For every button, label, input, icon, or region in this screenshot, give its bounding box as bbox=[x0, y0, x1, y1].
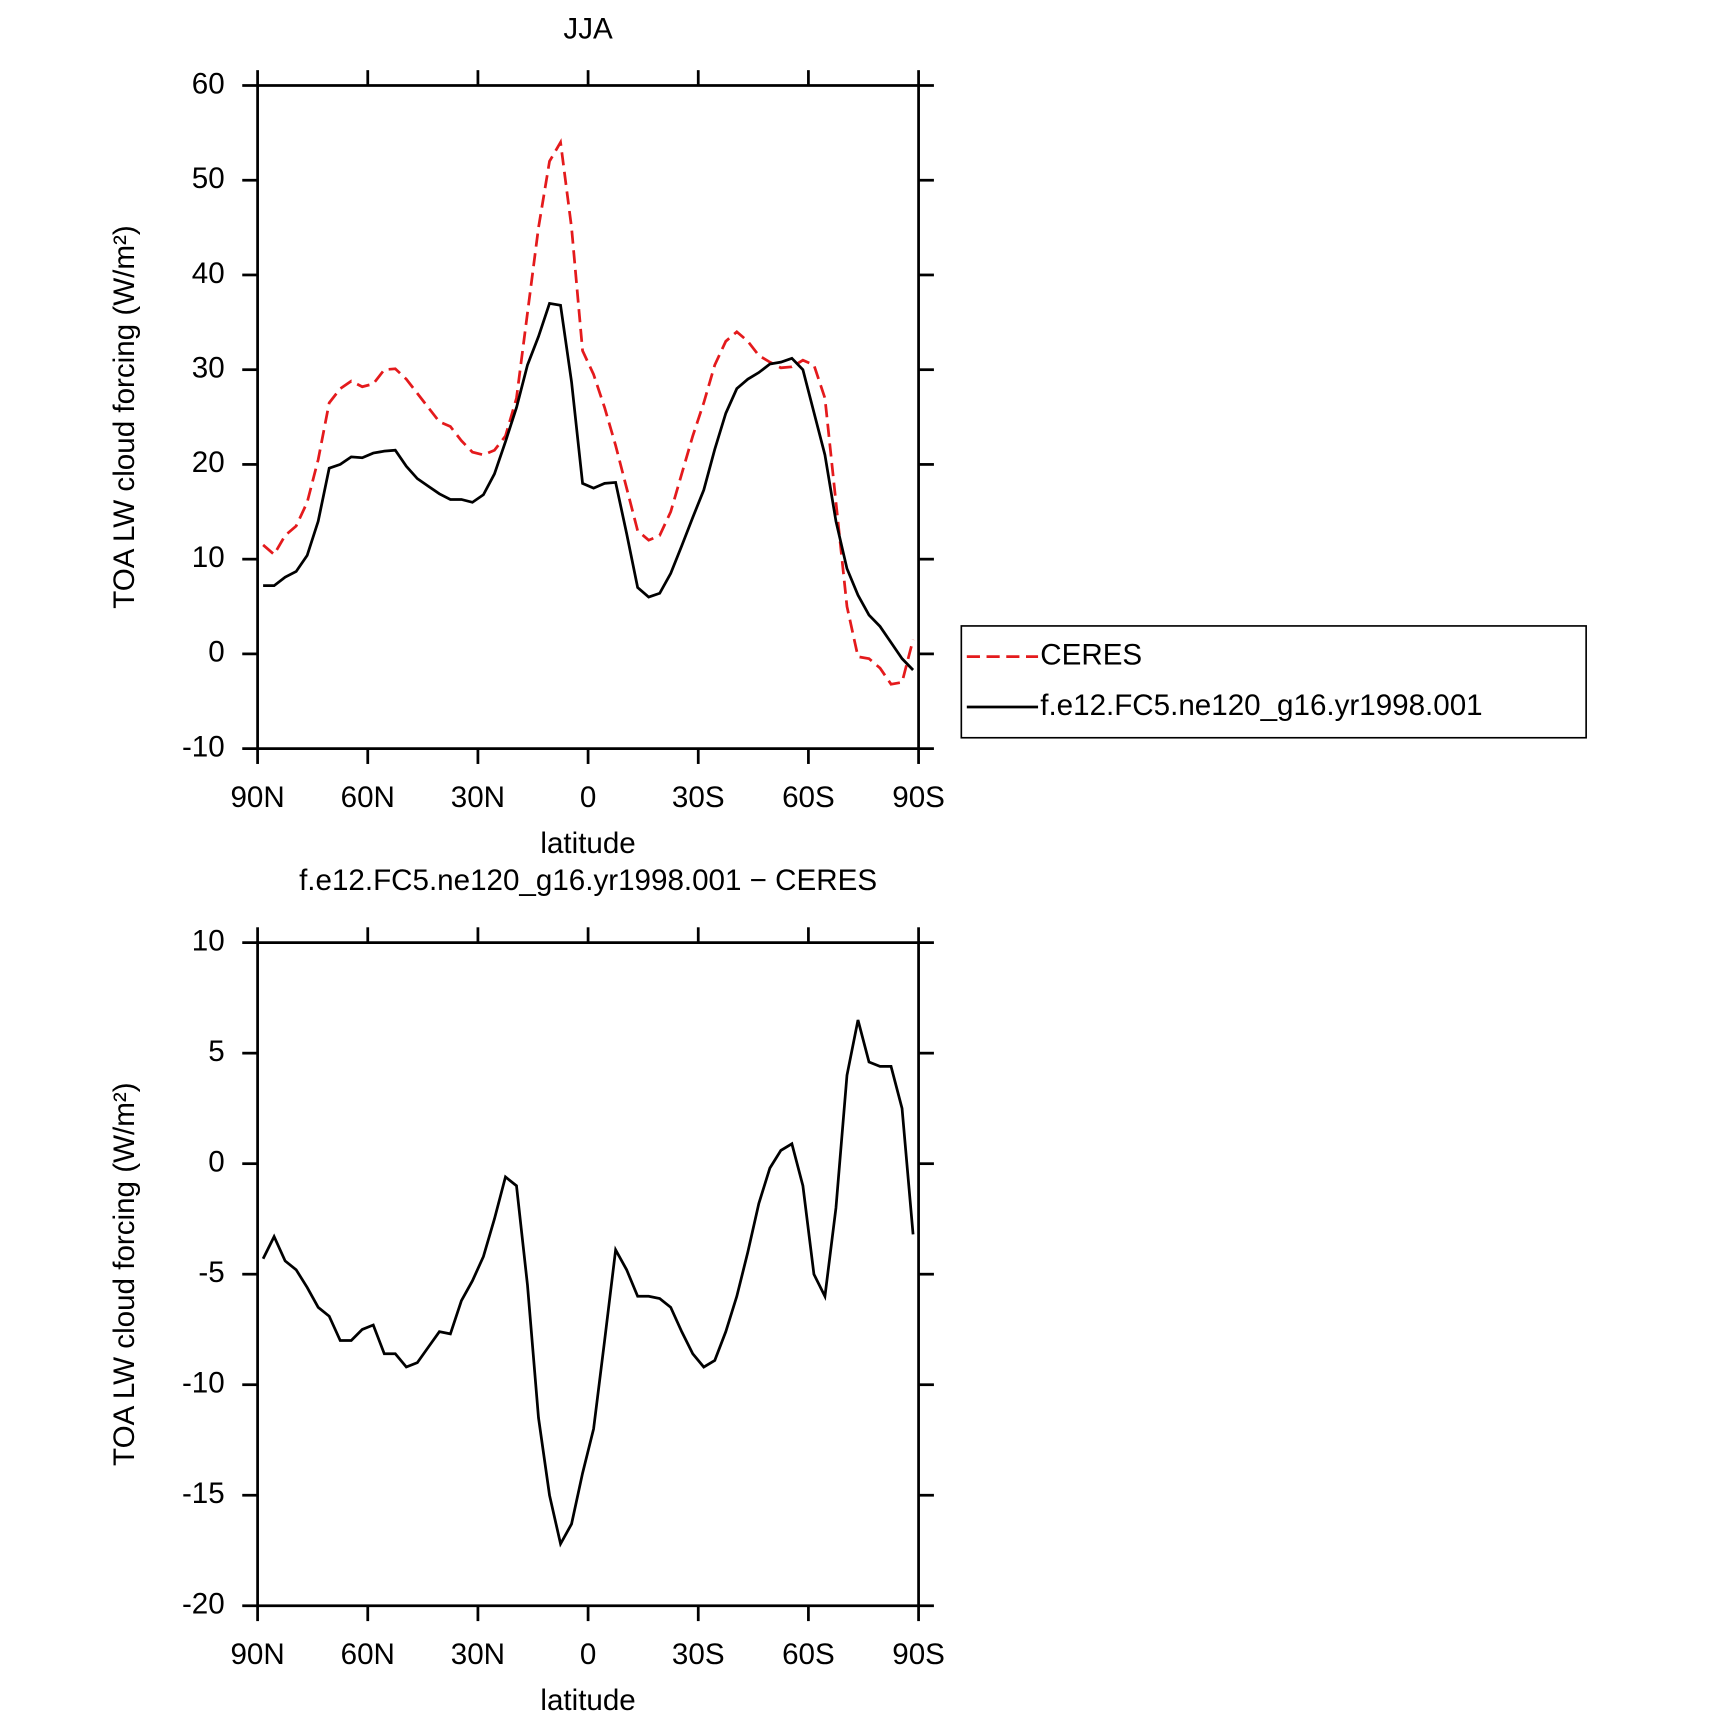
y-tick-label: -10 bbox=[182, 1367, 225, 1400]
y-tick-label: -15 bbox=[182, 1477, 225, 1510]
x-tick-label: 90S bbox=[892, 1638, 945, 1671]
x-tick-label: 60N bbox=[341, 1638, 395, 1671]
y-tick-label: -10 bbox=[182, 730, 225, 763]
x-tick-label: 30S bbox=[672, 1638, 725, 1671]
x-tick-label: 90S bbox=[892, 781, 945, 814]
x-tick-label: 60S bbox=[782, 781, 835, 814]
x-tick-label: 60N bbox=[341, 781, 395, 814]
x-tick-label: 30N bbox=[451, 1638, 505, 1671]
x-axis-label: latitude bbox=[540, 1684, 635, 1717]
legend-label: CERES bbox=[1040, 638, 1142, 671]
chart-title: JJA bbox=[563, 13, 613, 46]
legend-label: f.e12.FC5.ne120_g16.yr1998.001 bbox=[1040, 689, 1482, 722]
y-tick-label: 0 bbox=[208, 636, 224, 669]
y-tick-label: 20 bbox=[192, 446, 225, 479]
y-axis-label: TOA LW cloud forcing (W/m²) bbox=[108, 1082, 141, 1465]
y-tick-label: 30 bbox=[192, 352, 225, 385]
x-tick-label: 90N bbox=[230, 781, 284, 814]
y-tick-label: 50 bbox=[192, 162, 225, 195]
data-line bbox=[262, 138, 915, 686]
x-tick-label: 0 bbox=[580, 781, 596, 814]
plot-frame bbox=[256, 941, 920, 1608]
y-tick-label: 40 bbox=[192, 257, 225, 290]
y-tick-label: 10 bbox=[192, 924, 225, 957]
plot-frame bbox=[256, 84, 920, 750]
x-axis-label: latitude bbox=[540, 827, 635, 860]
x-tick-label: 0 bbox=[580, 1638, 596, 1671]
x-tick-label: 30N bbox=[451, 781, 505, 814]
y-tick-label: 0 bbox=[208, 1145, 224, 1178]
y-tick-label: -5 bbox=[198, 1256, 224, 1289]
y-tick-label: 10 bbox=[192, 541, 225, 574]
y-tick-label: -20 bbox=[182, 1588, 225, 1621]
y-axis-label: TOA LW cloud forcing (W/m²) bbox=[108, 225, 141, 608]
y-tick-label: 5 bbox=[208, 1035, 224, 1068]
data-line bbox=[263, 301, 915, 671]
y-tick-label: 60 bbox=[192, 67, 225, 100]
x-tick-label: 30S bbox=[672, 781, 725, 814]
data-line bbox=[261, 1019, 915, 1548]
chart-title: f.e12.FC5.ne120_g16.yr1998.001 − CERES bbox=[299, 864, 877, 897]
x-tick-label: 90N bbox=[230, 1638, 284, 1671]
x-tick-label: 60S bbox=[782, 1638, 835, 1671]
legend-box bbox=[960, 625, 1587, 739]
